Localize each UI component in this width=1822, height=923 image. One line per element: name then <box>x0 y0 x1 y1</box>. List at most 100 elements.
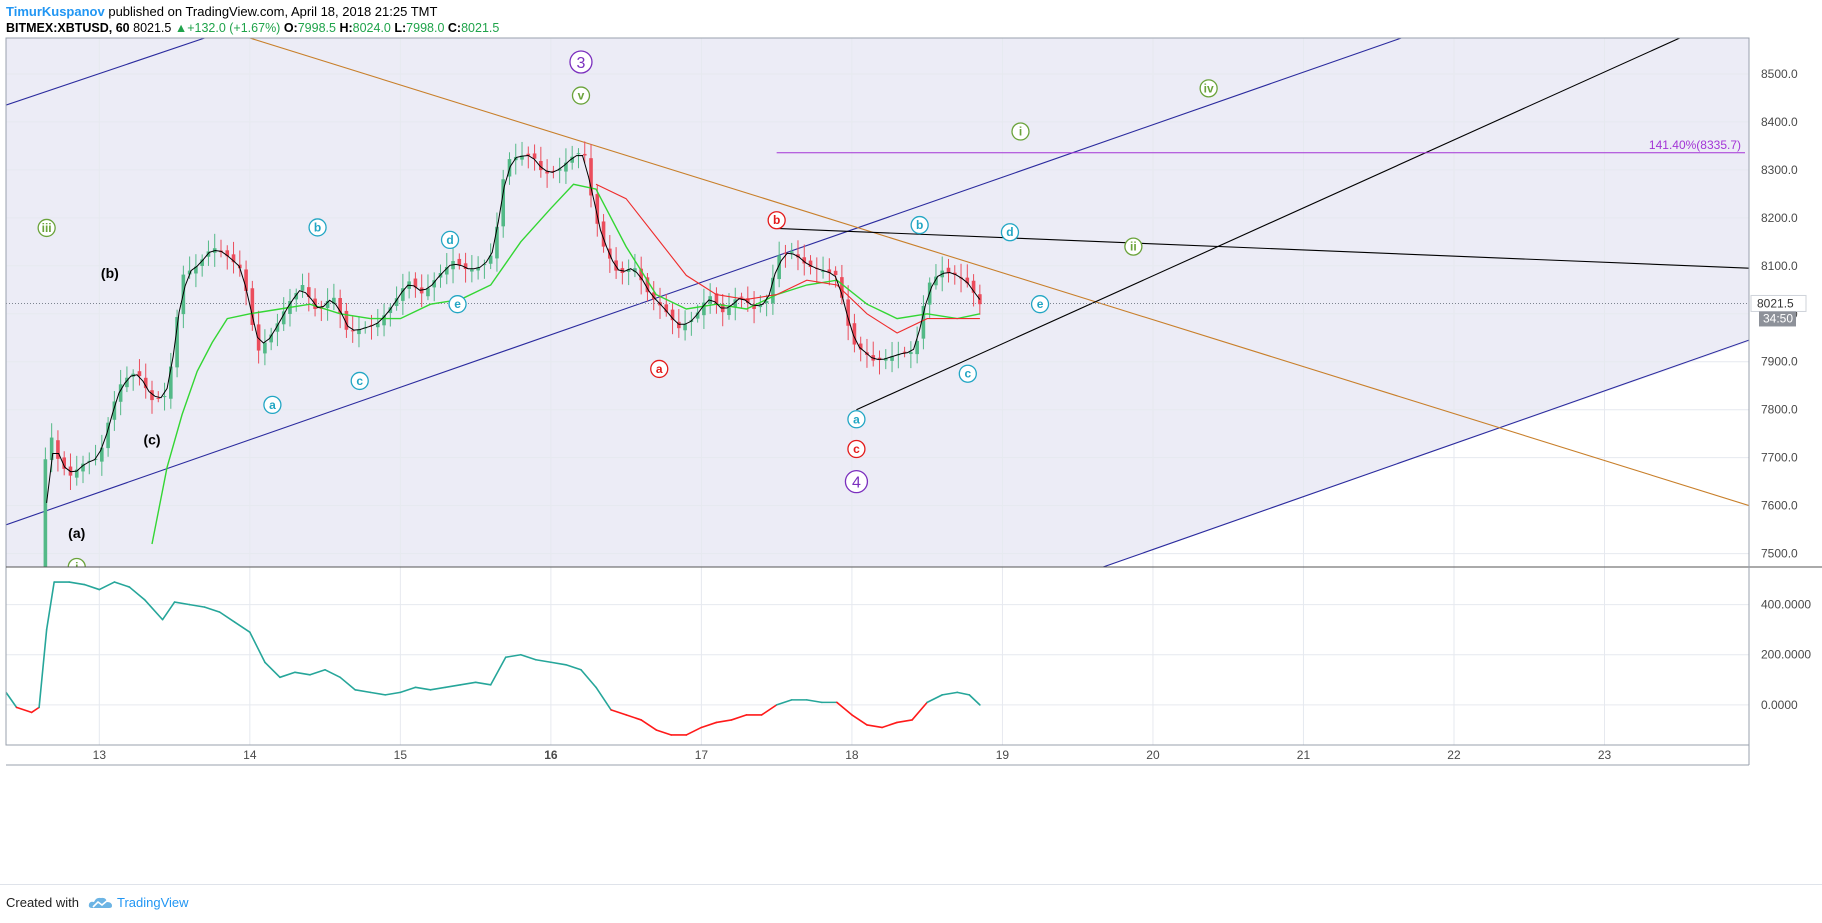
wave-label-text: i <box>75 560 78 574</box>
candle-body <box>677 321 681 329</box>
candle-body <box>934 276 938 286</box>
open-value: 7998.5 <box>297 21 336 35</box>
wave-label-text: a <box>853 412 860 426</box>
candle-body <box>332 297 336 304</box>
wave-label-circle <box>448 295 467 314</box>
wave-label-text: e <box>1037 297 1044 311</box>
osc-segment <box>851 714 868 726</box>
osc-segment <box>113 581 131 588</box>
candle-body <box>306 287 311 297</box>
candle-body <box>169 366 173 399</box>
time-tick-label: 22 <box>1447 748 1461 762</box>
wave-label-circle <box>958 364 977 383</box>
wave-label-c: c <box>847 439 866 459</box>
candle-body <box>432 280 437 288</box>
candle-body <box>664 304 669 313</box>
osc-segment <box>128 586 146 601</box>
high-value: 8024.0 <box>352 21 391 35</box>
price-change: +132.0 (+1.67%) <box>187 21 281 35</box>
wave-label-circle <box>37 218 56 238</box>
wave-label-iv: iv <box>1199 79 1218 98</box>
candle-body <box>269 334 273 343</box>
candle-body <box>350 330 355 332</box>
wave-label-circle <box>1124 237 1143 256</box>
candle-body <box>582 153 587 156</box>
wave-label-text: c <box>356 374 363 388</box>
osc-segment <box>968 694 981 706</box>
close-value: 8021.5 <box>461 21 500 35</box>
candle-body <box>263 342 267 354</box>
osc-segment <box>535 658 552 664</box>
osc-segment <box>519 653 537 661</box>
candle-body <box>125 377 129 388</box>
candle-body <box>821 271 825 273</box>
wave-label-text: iv <box>1204 81 1214 95</box>
candle-body <box>357 329 361 335</box>
candle-body <box>695 312 700 319</box>
candle-body <box>746 298 750 303</box>
wave-label-a: a <box>263 395 282 415</box>
wave-label-3: 3 <box>569 50 593 74</box>
candle-body <box>802 257 807 264</box>
candle-body <box>401 288 405 301</box>
osc-tick-label: 200.0000 <box>1761 648 1811 662</box>
wave-label-a: a <box>847 410 866 429</box>
tradingview-cloud-icon <box>88 897 112 908</box>
wave-label-circle <box>571 86 591 105</box>
wave-label-circle <box>1199 79 1218 98</box>
osc-segment <box>911 701 928 721</box>
candle-body <box>946 267 951 273</box>
wave-label-circle <box>1000 223 1020 242</box>
candle-body <box>87 460 92 462</box>
candle-body <box>827 269 832 274</box>
trend-line-channel-lower <box>1101 339 1749 567</box>
price-tick-label: 7800.0 <box>1761 403 1798 417</box>
osc-segment <box>550 661 567 666</box>
wave-label-circle <box>569 50 593 74</box>
candle-body <box>457 258 462 266</box>
osc-segment <box>565 663 582 671</box>
wave-label-circle <box>650 359 669 379</box>
price-tick-label: 8500.0 <box>1761 67 1798 81</box>
candle-body <box>633 268 637 272</box>
candle-body <box>890 356 894 361</box>
tradingview-brand-link[interactable]: TradingView <box>117 895 189 910</box>
osc-segment <box>459 681 477 686</box>
candle-body <box>777 255 781 280</box>
author-link[interactable]: TimurKuspanov <box>6 4 105 19</box>
candle-body <box>225 250 230 257</box>
osc-segment <box>805 699 823 704</box>
osc-segment <box>369 691 387 696</box>
candle-body <box>256 324 261 351</box>
candle-body <box>49 437 54 460</box>
price-tick-label: 7700.0 <box>1761 451 1798 465</box>
candle-body <box>714 293 719 305</box>
publish-line: TimurKuspanov published on TradingView.c… <box>6 4 437 19</box>
wave-label-text: d <box>446 233 453 247</box>
candle-body <box>43 459 48 567</box>
wave-label-circle <box>1011 122 1030 141</box>
osc-segment <box>956 691 971 696</box>
osc-segment <box>45 581 55 631</box>
candle-body <box>426 288 430 297</box>
osc-segment <box>474 681 492 686</box>
time-tick-label: 19 <box>996 748 1010 762</box>
candle-body <box>683 324 687 331</box>
candle-body <box>846 299 850 326</box>
candle-body <box>796 254 800 258</box>
symbol-name[interactable]: BITMEX:XBTUSD, 60 <box>6 21 130 35</box>
osc-segment <box>173 601 191 606</box>
candle-body <box>783 252 788 254</box>
wave-label-circle <box>847 439 866 459</box>
osc-segment <box>15 706 33 714</box>
candle-body <box>858 343 863 350</box>
osc-segment <box>700 721 718 729</box>
close-label: C: <box>447 21 462 35</box>
oscillator-pane <box>6 567 1749 745</box>
time-tick-label: 13 <box>93 748 107 762</box>
price-tick-label: 8400.0 <box>1761 115 1798 129</box>
wave-label-i: i <box>1011 122 1030 141</box>
wave-label-circle <box>844 469 869 494</box>
open-label: O: <box>283 21 298 35</box>
